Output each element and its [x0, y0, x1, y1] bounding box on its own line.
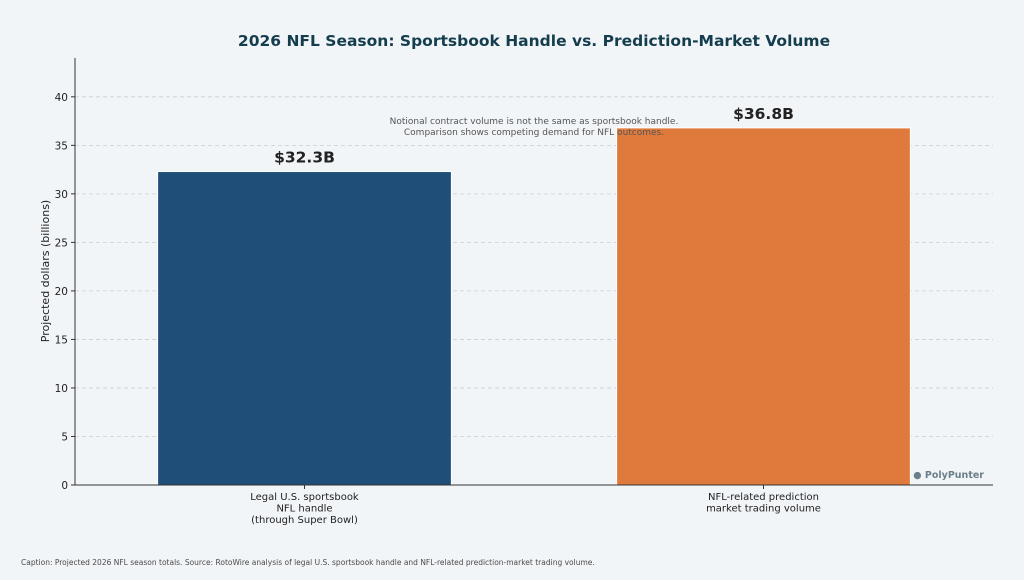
bar — [616, 127, 911, 486]
bar-value-label: $32.3B — [274, 149, 335, 167]
bar-layer — [157, 127, 911, 486]
y-tick-label: 35 — [55, 140, 68, 152]
bar-value-label: $36.8B — [733, 105, 794, 123]
y-tick-label: 30 — [55, 189, 68, 201]
y-tick-label: 0 — [61, 480, 68, 492]
y-tick-label: 5 — [61, 431, 68, 443]
chart-caption: Caption: Projected 2026 NFL season total… — [21, 558, 595, 567]
bar — [157, 171, 452, 486]
y-tick-label: 25 — [55, 237, 68, 249]
label-layer: $32.3B $36.8B — [274, 105, 794, 167]
watermark: ● PolyPunter — [913, 470, 984, 481]
x-tick-label: NFL-related prediction market trading vol… — [706, 492, 821, 515]
y-tick-label: 15 — [55, 334, 68, 346]
chart-title: 2026 NFL Season: Sportsbook Handle vs. P… — [238, 32, 830, 50]
annotation-text: Notional contract volume is not the same… — [390, 117, 679, 138]
y-tick-label: 40 — [55, 92, 68, 104]
axis-layer: 0 5 10 15 20 25 30 35 40 Legal U.S. sportsbook NFL… — [55, 58, 993, 526]
y-tick-label: 10 — [55, 383, 68, 395]
y-axis-label: Projected dollars (billions) — [39, 200, 52, 342]
x-tick-label: Legal U.S. sportsbook NFL handle (through … — [250, 492, 359, 526]
y-tick-label: 20 — [55, 286, 68, 298]
